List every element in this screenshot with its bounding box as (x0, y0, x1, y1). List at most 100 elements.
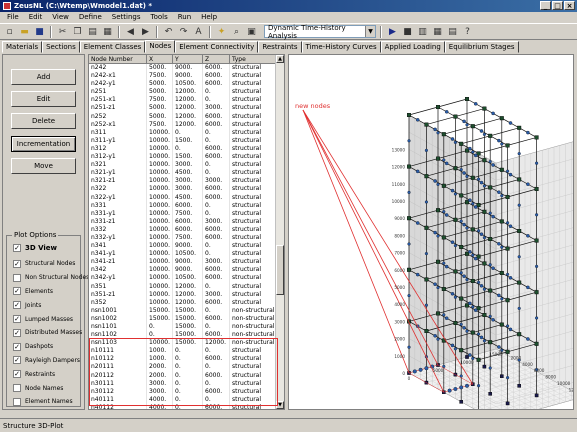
table-row[interactable]: nsn1002 15000. 15000. 6000. non-structural (89, 314, 277, 323)
table-icon[interactable]: ▦ (433, 26, 442, 37)
redo-icon[interactable]: ↷ (179, 26, 188, 37)
table-row[interactable]: n321-z1 10000. 3000. 3000. structural (89, 177, 277, 186)
scroll-down-icon[interactable]: ▼ (276, 401, 284, 409)
table-row[interactable]: n242-y1 5000. 10500. 6000. structural (89, 80, 277, 89)
tab-restraints[interactable]: Restraints (258, 41, 302, 53)
document-icon[interactable]: ▤ (448, 26, 457, 37)
checkbox[interactable]: ✓ (13, 301, 21, 310)
help-icon[interactable]: ? (465, 26, 470, 37)
menu-file[interactable]: File (7, 13, 19, 21)
plot-option-element-names[interactable]: Element Names (13, 397, 73, 406)
table-row[interactable]: n20112 2000. 0. 6000. structural (89, 371, 277, 380)
table-row[interactable]: n251-z1 5000. 12000. 3000. structural (89, 104, 277, 113)
table-row[interactable]: n321 10000. 3000. 0. structural (89, 161, 277, 170)
table-row[interactable]: n311-y1 10000. 1500. 0. structural (89, 136, 277, 145)
checkbox[interactable]: ✓ (13, 287, 21, 296)
paste-special-icon[interactable]: ▦ (103, 26, 112, 37)
table-row[interactable]: n252-x1 7500. 12000. 6000. structural (89, 120, 277, 129)
paste-icon[interactable]: ▤ (88, 26, 97, 37)
plot-option-joints[interactable]: ✓ Joints (13, 301, 41, 310)
table-row[interactable]: n311 10000. 0. 0. structural (89, 128, 277, 137)
chart-icon[interactable]: ▥ (418, 26, 427, 37)
plot-option-restraints[interactable]: ✓ Restraints (13, 370, 55, 379)
table-row[interactable]: n322 10000. 3000. 6000. structural (89, 185, 277, 194)
table-row[interactable]: n251 5000. 12000. 0. structural (89, 88, 277, 97)
table-row[interactable]: nsn1001 15000. 15000. 0. non-structural (89, 306, 277, 315)
plot-canvas[interactable]: new nodes 0 1000 2000 3000 4000 5000 6000 7000 80… (289, 55, 574, 410)
close-button[interactable]: × (564, 1, 575, 10)
table-row[interactable]: n341 10000. 9000. 0. structural (89, 242, 277, 251)
maximize-button[interactable]: □ (552, 1, 563, 10)
table-row[interactable]: n30111 3000. 0. 0. structural (89, 379, 277, 388)
table-row[interactable]: n342 10000. 9000. 6000. structural (89, 266, 277, 275)
table-row[interactable]: n40112 4000. 0. 6000. structural (89, 403, 277, 409)
menu-view[interactable]: View (52, 13, 69, 21)
plot-option-lumped-masses[interactable]: ✓ Lumped Masses (13, 315, 73, 323)
table-row[interactable]: n242-x1 7500. 9000. 6000. structural (89, 72, 277, 81)
table-row[interactable]: n331 10000. 6000. 0. structural (89, 201, 277, 210)
table-row[interactable]: n341-y1 10000. 10500. 0. structural (89, 250, 277, 259)
table-row[interactable]: n351 10000. 12000. 0. structural (89, 282, 277, 291)
checkbox[interactable]: ✓ (13, 356, 21, 365)
table-row[interactable]: n251-x1 7500. 12000. 0. structural (89, 96, 277, 105)
plot-option-distributed-masses[interactable]: ✓ Distributed Masses (13, 328, 82, 337)
checkbox[interactable]: ✓ (13, 342, 21, 351)
analysis-type-select[interactable]: Dynamic Time-History Analysis ▼ (264, 24, 376, 40)
checkbox[interactable]: ✓ (13, 328, 21, 337)
menu-run[interactable]: Run (177, 13, 192, 21)
tab-nodes[interactable]: Nodes (145, 40, 176, 53)
tab-equilibrium-stages[interactable]: Equilibrium Stages (444, 41, 519, 53)
menu-edit[interactable]: Edit (28, 13, 43, 21)
table-row[interactable]: n332-y1 10000. 7500. 6000. structural (89, 233, 277, 243)
plot-option-elements[interactable]: ✓ Elements (13, 287, 53, 296)
menu-define[interactable]: Define (78, 13, 102, 21)
cut-icon[interactable]: ✂ (58, 26, 67, 37)
checkbox[interactable]: ✓ (13, 315, 21, 323)
column-header-node-number[interactable]: Node Number (89, 55, 147, 64)
edit-button[interactable]: Edit (11, 91, 76, 107)
table-row[interactable]: n332 10000. 6000. 6000. structural (89, 225, 277, 234)
table-scrollbar[interactable]: ▲ ▼ (275, 55, 284, 409)
run-icon[interactable]: ▶ (389, 26, 396, 37)
checkbox[interactable]: ✓ (13, 244, 21, 252)
delete-button[interactable]: Delete (11, 113, 76, 129)
wand-icon[interactable]: ✦ (217, 26, 226, 37)
menu-settings[interactable]: Settings (111, 13, 141, 21)
structure-3d-plot[interactable]: new nodes 0 1000 2000 3000 4000 5000 6000 7000 80… (288, 54, 574, 410)
save-icon[interactable]: ■ (35, 26, 44, 37)
table-row[interactable]: n331-y1 10000. 7500. 0. structural (89, 209, 277, 218)
chevron-down-icon[interactable]: ▼ (365, 26, 375, 37)
font-icon[interactable]: A (195, 26, 202, 37)
table-row[interactable]: n312 10000. 0. 6000. structural (89, 144, 277, 154)
move-button[interactable]: Move (11, 158, 76, 174)
plot-option-node-names[interactable]: Node Names (13, 384, 63, 392)
table-row[interactable]: n20111 2000. 0. 0. structural (89, 363, 277, 372)
stop-icon[interactable]: ■ (403, 26, 412, 37)
tab-element-classes[interactable]: Element Classes (79, 41, 146, 53)
menu-help[interactable]: Help (201, 13, 218, 21)
table-row[interactable]: n322-y1 10000. 4500. 6000. structural (89, 193, 277, 202)
plot-option-rayleigh-dampers[interactable]: ✓ Rayleigh Dampers (13, 356, 80, 365)
plot-option-3d-view[interactable]: ✓ 3D View (13, 244, 57, 252)
table-row[interactable]: nsn1102 0. 15000. 6000. non-structural (89, 331, 277, 340)
tab-element-connectivity[interactable]: Element Connectivity (175, 41, 259, 53)
table-row[interactable]: n351-z1 10000. 12000. 3000. structural (89, 290, 277, 299)
new-file-icon[interactable]: ▫ (6, 26, 13, 37)
plot-option-structural-nodes[interactable]: ✓ Structural Nodes (13, 259, 75, 268)
table-row[interactable]: n252 5000. 12000. 6000. structural (89, 112, 277, 121)
add-button[interactable]: Add (11, 69, 76, 85)
plot-option-dashpots[interactable]: ✓ Dashpots (13, 342, 53, 351)
checkbox[interactable]: ✓ (13, 259, 21, 268)
scroll-up-icon[interactable]: ▲ (276, 55, 284, 63)
table-row[interactable]: n341-z1 10000. 9000. 3000. structural (89, 258, 277, 267)
copy-icon[interactable]: ❐ (73, 26, 82, 37)
minimize-button[interactable]: _ (540, 1, 551, 10)
open-folder-icon[interactable]: ▬ (20, 26, 29, 37)
tab-time-history-curves[interactable]: Time-History Curves (301, 41, 381, 53)
table-row[interactable]: n10111 1000. 0. 0. structural (89, 347, 277, 356)
table-row[interactable]: n40111 4000. 0. 0. structural (89, 395, 277, 404)
checkbox[interactable]: ✓ (13, 370, 21, 379)
tab-sections[interactable]: Sections (42, 41, 80, 53)
column-header-y[interactable]: Y (173, 55, 203, 64)
table-row[interactable]: n352 10000. 12000. 6000. structural (89, 298, 277, 307)
